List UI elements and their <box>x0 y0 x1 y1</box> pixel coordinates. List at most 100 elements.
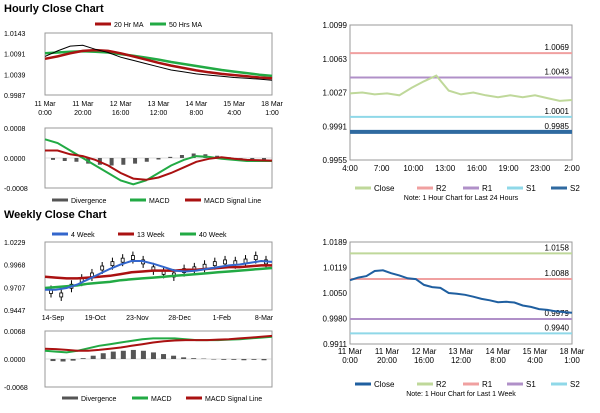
candle-body <box>253 255 258 260</box>
divergence-bar <box>150 352 156 359</box>
x-tick-label: 23:00 <box>530 164 551 173</box>
divergence-bar <box>62 158 67 161</box>
y-tick-label: 0.0000 <box>4 156 26 163</box>
divergence-bar <box>262 158 266 160</box>
legend-s1-label: S1 <box>526 184 536 193</box>
legend-divergence-label: Divergence <box>71 198 107 205</box>
divergence-bar <box>90 355 96 359</box>
legend-4-week-label: 4 Week <box>71 232 95 239</box>
divergence-bar <box>140 350 146 359</box>
hourly-levels-chart: 1.0099 1.0063 1.0027 0.9991 0.9955 1.0069 1.00… <box>323 21 581 202</box>
x-tick-label: 14-Sep <box>42 315 65 322</box>
chart-note: Note: 1 Hour Chart for Last 1 Week <box>406 391 516 398</box>
legend-macd-label: MACD <box>149 198 170 205</box>
divergence-bar <box>144 158 149 162</box>
legend-r1-label: R1 <box>482 380 493 389</box>
x-tick-label: 12:00 <box>150 110 168 117</box>
legend-signal-line-label: MACD Signal Line <box>204 198 261 205</box>
level-label-r2: 1.0069 <box>545 43 570 52</box>
plot-area <box>349 241 573 345</box>
weekly-levels-chart: 1.0189 1.0119 1.0050 0.9980 0.9911 1.0158 1.00… <box>323 238 585 398</box>
candle-body <box>202 263 207 269</box>
divergence-bar <box>60 359 66 362</box>
y-tick-label: 0.0008 <box>4 126 26 133</box>
hourly-section-title: Hourly Close Chart <box>4 3 104 15</box>
divergence-bar <box>211 359 217 360</box>
x-tick-label: 16:00 <box>414 356 435 365</box>
x-tick-label: 12:00 <box>451 356 472 365</box>
x-tick-label: 19-Oct <box>85 315 106 322</box>
y-tick-label: -0.0068 <box>4 385 28 392</box>
level-label-s1: 0.9979 <box>545 309 570 318</box>
x-tick-label: 8-Mar <box>255 315 274 322</box>
series-line-signal <box>45 149 273 181</box>
legend-signal-line-label: MACD Signal Line <box>205 396 262 403</box>
divergence-bar <box>251 359 257 360</box>
y-tick-label: 0.9987 <box>4 93 26 100</box>
series-line-40-week <box>44 266 273 290</box>
x-tick-label: 18 Mar <box>560 347 585 356</box>
weekly-ma-chart: 1.0229 0.9968 0.9707 0.9447 14-Sep 19-Oct 23-N… <box>4 232 274 322</box>
legend-s2-label: S2 <box>570 184 580 193</box>
divergence-bar <box>161 354 167 359</box>
y-tick-label: 1.0143 <box>4 31 26 38</box>
legend-13-week-label: 13 Week <box>137 232 165 239</box>
divergence-bar <box>179 155 184 158</box>
divergence-bar <box>80 358 86 359</box>
y-tick-label: 0.0000 <box>4 357 26 364</box>
series-line-13-week <box>44 264 272 280</box>
candle-body <box>120 257 125 263</box>
x-tick-label: 4:00 <box>227 110 241 117</box>
legend-r1-label: R1 <box>482 184 493 193</box>
x-tick-label: 14 Mar <box>486 347 511 356</box>
divergence-bar <box>181 357 187 359</box>
x-tick-label: 28-Dec <box>168 315 191 322</box>
series-line-macd <box>44 138 272 186</box>
x-tick-label: 13 Mar <box>148 101 170 108</box>
legend-40-week-label: 40 Week <box>199 232 227 239</box>
hourly-macd-chart: 0.0008 0.0000 -0.0008 Divergence MACD MACD Si… <box>4 126 273 205</box>
y-tick-label: 0.0068 <box>4 329 26 336</box>
legend-s2-label: S2 <box>570 380 580 389</box>
divergence-bar <box>231 359 237 360</box>
x-tick-label: 14 Mar <box>185 101 207 108</box>
y-tick-label: 1.0099 <box>323 21 348 30</box>
divergence-bar <box>51 158 55 160</box>
x-tick-label: 11 Mar <box>34 101 56 108</box>
divergence-bar <box>74 158 79 162</box>
x-tick-label: 19:00 <box>499 164 520 173</box>
x-tick-label: 4:00 <box>342 164 358 173</box>
candle-body <box>212 261 217 267</box>
x-tick-label: 23-Nov <box>126 315 149 322</box>
y-tick-label: 0.9968 <box>4 263 26 270</box>
x-tick-label: 15 Mar <box>223 101 245 108</box>
level-label-r1: 1.0088 <box>545 269 570 278</box>
series-line-4-week <box>45 259 273 291</box>
y-tick-label: 1.0229 <box>4 240 26 247</box>
divergence-bar <box>121 158 126 165</box>
weekly-macd-chart: 0.0068 0.0000 -0.0068 Divergence MACD MACD Si… <box>4 329 273 403</box>
y-tick-label: 0.9707 <box>4 285 26 292</box>
level-label-s2: 0.9940 <box>545 323 570 332</box>
divergence-bar <box>221 359 227 360</box>
divergence-bar <box>110 351 116 359</box>
x-tick-label: 16:00 <box>112 110 130 117</box>
divergence-bar <box>261 359 267 361</box>
divergence-bar <box>109 158 114 166</box>
y-tick-label: 1.0063 <box>323 55 348 64</box>
x-tick-label: 11 Mar <box>72 101 94 108</box>
x-tick-label: 0:00 <box>38 110 52 117</box>
x-tick-label: 11 Mar <box>375 347 400 356</box>
x-tick-label: 16:00 <box>467 164 488 173</box>
series-line-signal <box>44 334 273 352</box>
x-tick-label: 12 Mar <box>110 101 132 108</box>
divergence-bar <box>156 158 161 160</box>
series-line-close <box>349 74 573 102</box>
divergence-bar <box>191 153 196 158</box>
legend-divergence-label: Divergence <box>81 396 117 403</box>
legend-20hr-ma-label: 20 Hr MA <box>114 22 144 29</box>
x-tick-label: 1-Feb <box>213 315 231 322</box>
candle-body <box>131 255 135 260</box>
level-label-s2: 0.9985 <box>545 122 570 131</box>
weekly-section-title: Weekly Close Chart <box>4 209 107 221</box>
